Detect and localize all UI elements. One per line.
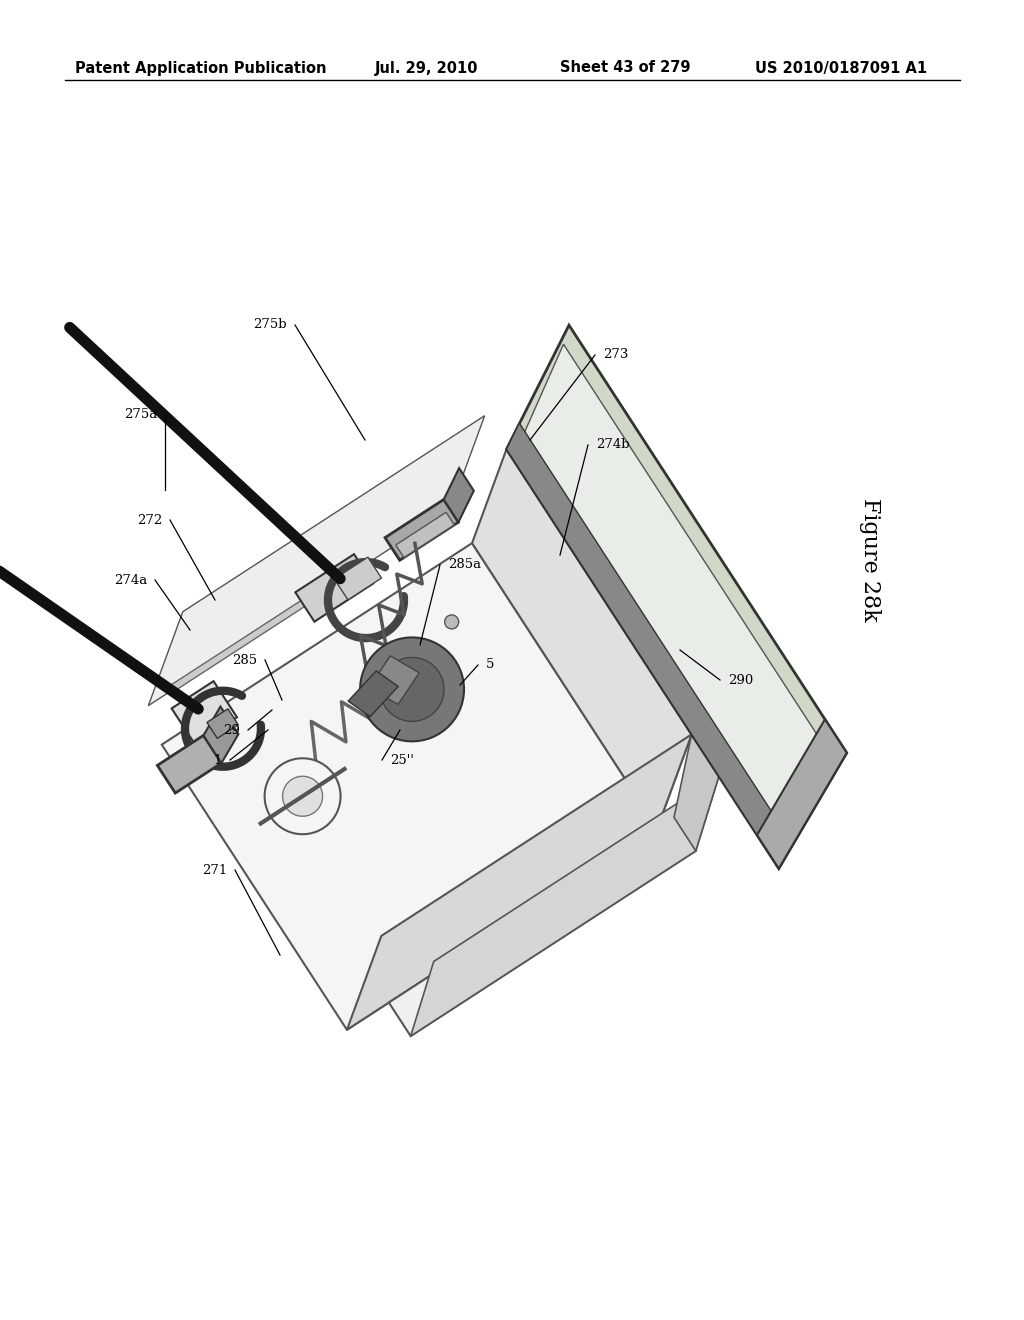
Text: Jul. 29, 2010: Jul. 29, 2010: [375, 61, 478, 75]
Text: 285a: 285a: [449, 558, 481, 572]
Polygon shape: [395, 512, 455, 557]
Polygon shape: [507, 325, 847, 869]
Text: 285: 285: [231, 653, 257, 667]
Text: 272: 272: [137, 513, 162, 527]
Polygon shape: [283, 776, 323, 816]
Text: 1: 1: [214, 754, 222, 767]
Polygon shape: [674, 734, 719, 851]
Polygon shape: [360, 638, 464, 742]
Text: Figure 28k: Figure 28k: [859, 498, 881, 622]
Text: 290: 290: [728, 673, 754, 686]
Polygon shape: [380, 657, 444, 722]
Text: 25'': 25'': [390, 754, 414, 767]
Text: Sheet 43 of 279: Sheet 43 of 279: [560, 61, 690, 75]
Polygon shape: [507, 422, 792, 869]
Polygon shape: [472, 449, 691, 828]
Polygon shape: [348, 671, 398, 717]
Polygon shape: [517, 345, 828, 853]
Polygon shape: [389, 817, 695, 1036]
Polygon shape: [347, 734, 691, 1030]
Polygon shape: [411, 776, 719, 1036]
Text: 274a: 274a: [114, 573, 147, 586]
Polygon shape: [757, 719, 847, 869]
Polygon shape: [207, 709, 239, 738]
Text: 273: 273: [603, 348, 629, 362]
Polygon shape: [369, 656, 419, 705]
Text: 29: 29: [223, 723, 240, 737]
Text: 274b: 274b: [596, 438, 630, 451]
Polygon shape: [204, 706, 239, 763]
Polygon shape: [148, 416, 484, 706]
Polygon shape: [171, 565, 359, 690]
Polygon shape: [172, 681, 237, 744]
Text: US 2010/0187091 A1: US 2010/0187091 A1: [755, 61, 927, 75]
Text: 5: 5: [486, 659, 495, 672]
Circle shape: [444, 615, 459, 628]
Text: 271: 271: [202, 863, 227, 876]
Polygon shape: [334, 557, 382, 599]
Polygon shape: [162, 543, 657, 1030]
Text: Patent Application Publication: Patent Application Publication: [75, 61, 327, 75]
Text: 275a: 275a: [124, 408, 157, 421]
Polygon shape: [158, 735, 221, 793]
Polygon shape: [443, 469, 474, 523]
Polygon shape: [295, 554, 373, 622]
Polygon shape: [385, 499, 459, 560]
Text: 275b: 275b: [253, 318, 287, 331]
Polygon shape: [264, 758, 341, 834]
